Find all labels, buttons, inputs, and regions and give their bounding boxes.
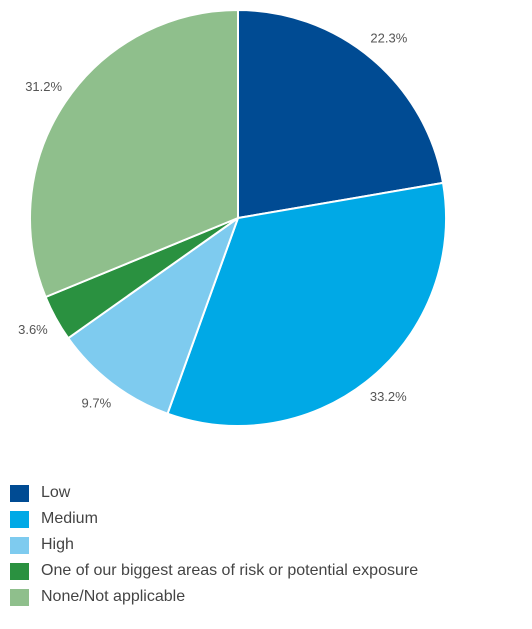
pie-chart: 22.3% 33.2% 9.7% 3.6% 31.2% [18,9,447,427]
legend-label: High [41,536,74,553]
legend-swatch [10,536,29,554]
slice-value-label-2: 9.7% [82,396,112,411]
legend-item: None/Not applicable [10,584,530,610]
legend-item: Low [10,480,530,506]
slice-value-label-4: 31.2% [25,79,62,94]
legend-swatch [10,562,29,580]
legend-item: High [10,532,530,558]
legend-swatch [10,588,29,606]
pie-slice-2 [67,217,239,415]
pie-slice-1 [166,181,447,427]
legend-label: None/Not applicable [41,588,186,605]
legend-label: Medium [41,510,98,527]
slice-value-label-3: 3.6% [18,322,48,337]
pie-slice-0 [237,9,445,219]
legend-label: Low [41,484,71,501]
slice-value-label-1: 33.2% [370,389,407,404]
legend-swatch [10,510,29,528]
slice-value-label-0: 22.3% [370,31,407,46]
legend-label: One of our biggest areas of risk or pote… [41,562,419,579]
legend-item: One of our biggest areas of risk or pote… [10,558,530,584]
chart-legend: Low Medium High One of our biggest areas of… [10,480,530,610]
pie-slice-4 [29,9,239,298]
legend-swatch [10,484,29,502]
legend-item: Medium [10,506,530,532]
